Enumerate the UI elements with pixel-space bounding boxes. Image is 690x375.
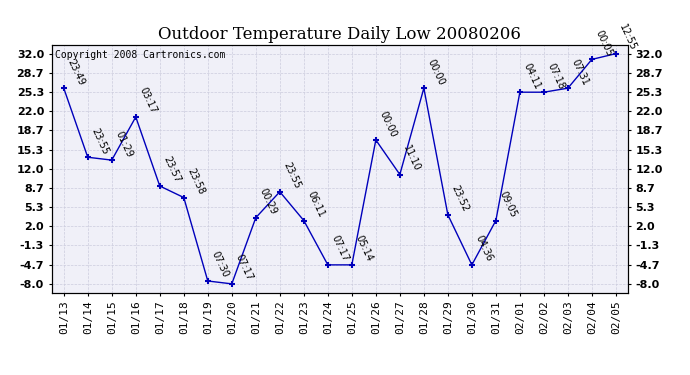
Text: 07:31: 07:31 [569,57,590,87]
Text: 23:49: 23:49 [65,57,86,87]
Text: 23:52: 23:52 [449,184,470,213]
Text: 00:00: 00:00 [425,57,446,87]
Text: 06:11: 06:11 [305,190,326,219]
Text: 07:17: 07:17 [233,253,254,282]
Text: 23:57: 23:57 [161,155,182,184]
Text: 12:55: 12:55 [618,22,638,52]
Text: 23:55: 23:55 [89,126,110,156]
Text: 00:05: 00:05 [593,28,614,58]
Text: 03:17: 03:17 [137,86,158,116]
Text: 23:55: 23:55 [282,160,302,190]
Text: 00:00: 00:00 [377,109,398,139]
Text: 04:36: 04:36 [473,234,494,264]
Text: 01:29: 01:29 [113,129,134,159]
Text: Copyright 2008 Cartronics.com: Copyright 2008 Cartronics.com [55,50,225,60]
Text: 04:11: 04:11 [521,62,542,91]
Text: 07:18: 07:18 [545,62,566,91]
Text: 00:29: 00:29 [257,187,278,216]
Text: 07:17: 07:17 [329,234,350,264]
Text: 07:30: 07:30 [209,250,230,280]
Text: 11:10: 11:10 [401,144,422,173]
Title: Outdoor Temperature Daily Low 20080206: Outdoor Temperature Daily Low 20080206 [159,27,521,44]
Text: 23:58: 23:58 [185,166,206,196]
Text: 05:14: 05:14 [353,234,374,264]
Text: 09:05: 09:05 [497,190,518,219]
